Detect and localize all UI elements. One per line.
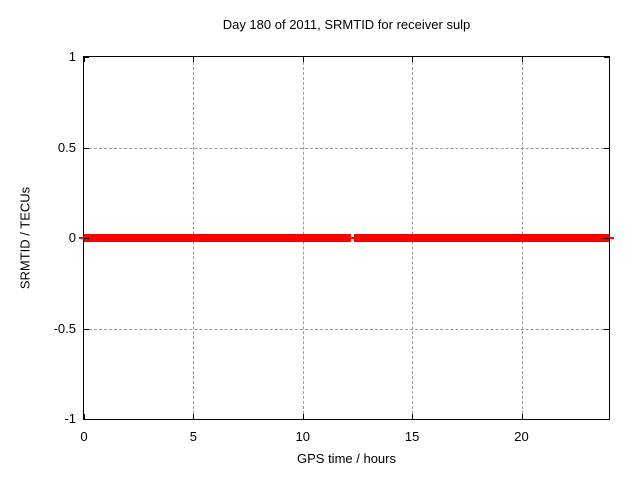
y-tick-mark <box>604 419 609 420</box>
x-tick-label: 5 <box>189 429 197 444</box>
x-tick-mark <box>521 414 523 419</box>
x-tick-mark <box>302 57 304 62</box>
x-tick-mark <box>193 414 195 419</box>
x-tick-mark <box>412 57 414 62</box>
series-points-segment <box>84 234 352 242</box>
y-tick-mark <box>84 419 89 420</box>
series-points-segment <box>353 234 609 242</box>
x-tick-mark <box>412 414 414 419</box>
y-tick-mark <box>84 328 89 330</box>
grid-line-horizontal <box>84 147 609 149</box>
x-tick-mark <box>193 57 195 62</box>
x-tick-mark <box>302 414 304 419</box>
x-tick-label: 15 <box>404 429 420 444</box>
x-axis-label: GPS time / hours <box>297 451 396 466</box>
y-tick-label: 0 <box>68 230 76 245</box>
grid-line-horizontal <box>84 328 609 330</box>
x-tick-label: 20 <box>514 429 529 444</box>
y-tick-label: 0.5 <box>57 139 76 155</box>
y-tick-label: 1 <box>68 49 76 64</box>
y-tick-mark <box>604 328 609 330</box>
y-tick-mark <box>604 147 609 149</box>
x-tick-mark <box>84 414 85 419</box>
y-tick-mark <box>84 238 89 239</box>
y-tick-label: -0.5 <box>53 320 76 336</box>
y-tick-mark <box>84 147 89 149</box>
x-tick-label: 0 <box>80 429 88 444</box>
y-tick-mark <box>604 57 609 58</box>
x-tick-mark <box>521 57 523 62</box>
y-tick-mark <box>84 57 89 58</box>
plot-area <box>79 56 614 420</box>
y-tick-mark <box>604 238 609 239</box>
chart-title: Day 180 of 2011, SRMTID for receiver sul… <box>222 17 471 32</box>
y-tick-label: -1 <box>64 411 76 426</box>
x-tick-label: 10 <box>295 429 310 444</box>
x-tick-mark <box>84 57 85 62</box>
